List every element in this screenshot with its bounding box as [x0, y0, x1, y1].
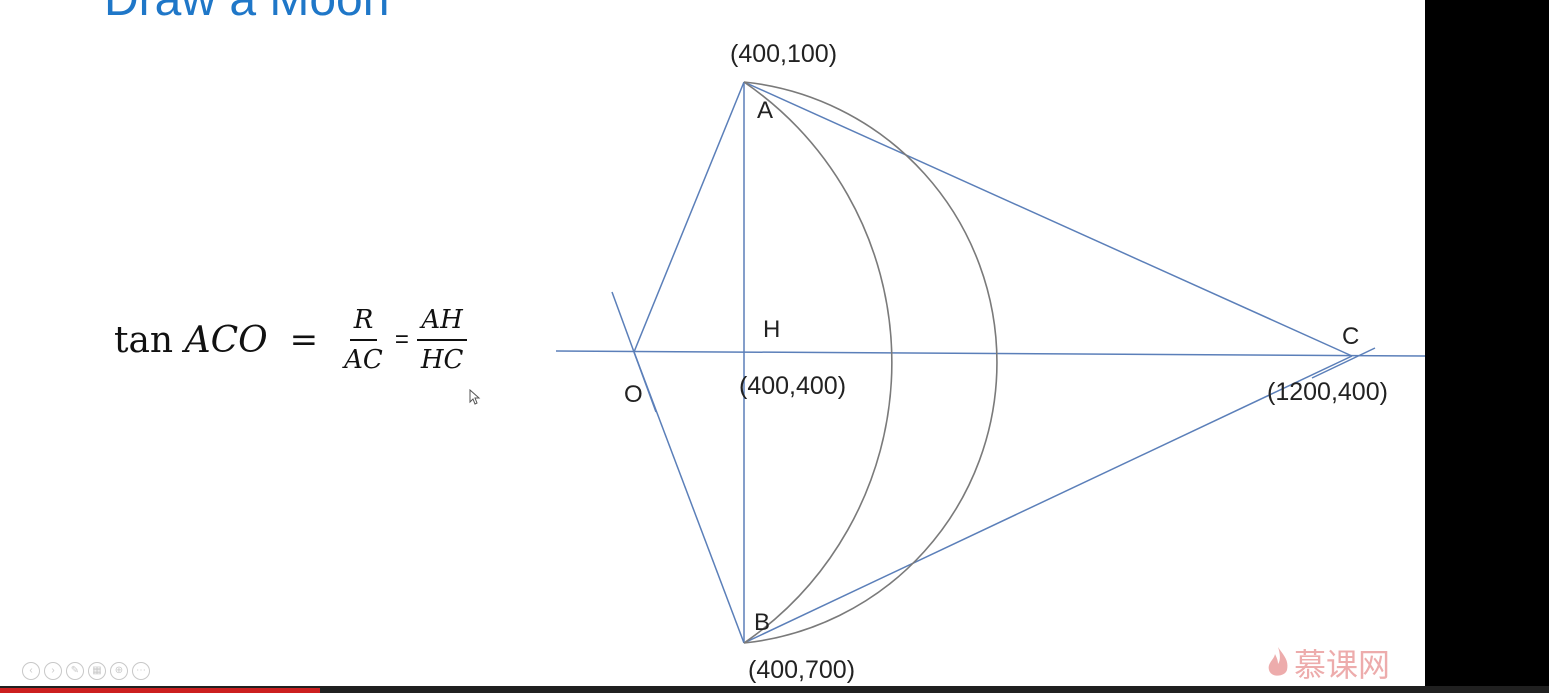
o-cross-mark — [611, 291, 657, 413]
slide-title: Draw a Moon — [104, 0, 389, 27]
formula-fn: tan — [114, 319, 174, 361]
axis-line — [555, 350, 1425, 357]
formula-lhs: tan ACO — [114, 320, 268, 361]
point-a-label: A — [757, 97, 774, 124]
c-cross-mark — [1311, 347, 1376, 379]
segment-ao — [633, 81, 745, 353]
fraction-r-ac: R AC — [340, 305, 387, 375]
fraction-numerator-2: AH — [417, 305, 467, 341]
fraction-denominator: AC — [344, 345, 383, 375]
more-icon[interactable]: ⋯ — [132, 662, 150, 680]
tangent-formula: tan ACO = R AC = AH HC — [114, 305, 467, 375]
segment-bc — [743, 355, 1353, 644]
point-c-label: C — [1342, 323, 1360, 350]
watermark-text: 慕课网 — [1294, 647, 1391, 683]
inner-arc — [743, 81, 893, 644]
right-black-bar — [1425, 0, 1549, 693]
slide-canvas: Draw a Moon (400,100) A H (400,400) O C … — [0, 0, 1425, 688]
playback-progress-bar[interactable] — [0, 688, 320, 693]
moon-diagram — [555, 81, 1425, 644]
fraction-denominator-2: HC — [420, 345, 464, 375]
watermark-logo: 慕课网 — [1266, 640, 1390, 686]
point-a-coord: (400,100) — [730, 40, 838, 68]
flame-logo-icon — [1268, 647, 1288, 676]
slideshow-controls: ‹ › ✎ ▦ ⊕ ⋯ — [22, 662, 150, 680]
formula-angle: ACO — [184, 319, 268, 361]
fraction-ah-hc: AH HC — [417, 305, 468, 375]
slides-icon[interactable]: ▦ — [88, 662, 106, 680]
point-c-coord: (1200,400) — [1267, 378, 1388, 406]
pen-icon[interactable]: ✎ — [66, 662, 84, 680]
point-b-label: B — [754, 609, 771, 636]
fraction-numerator: R — [349, 305, 378, 341]
prev-icon[interactable]: ‹ — [22, 662, 40, 680]
cursor-icon — [469, 389, 481, 405]
segment-ac — [743, 81, 1353, 357]
point-h-coord: (400,400) — [739, 372, 847, 400]
outer-arc — [743, 81, 998, 644]
point-b-coord: (400,700) — [748, 656, 856, 684]
next-icon[interactable]: › — [44, 662, 62, 680]
player-bottom-bar — [0, 686, 1549, 693]
zoom-icon[interactable]: ⊕ — [110, 662, 128, 680]
point-o-label: O — [624, 381, 643, 408]
formula-equals-2: = — [394, 326, 409, 353]
point-h-label: H — [763, 316, 781, 343]
formula-equals: = — [289, 320, 319, 360]
